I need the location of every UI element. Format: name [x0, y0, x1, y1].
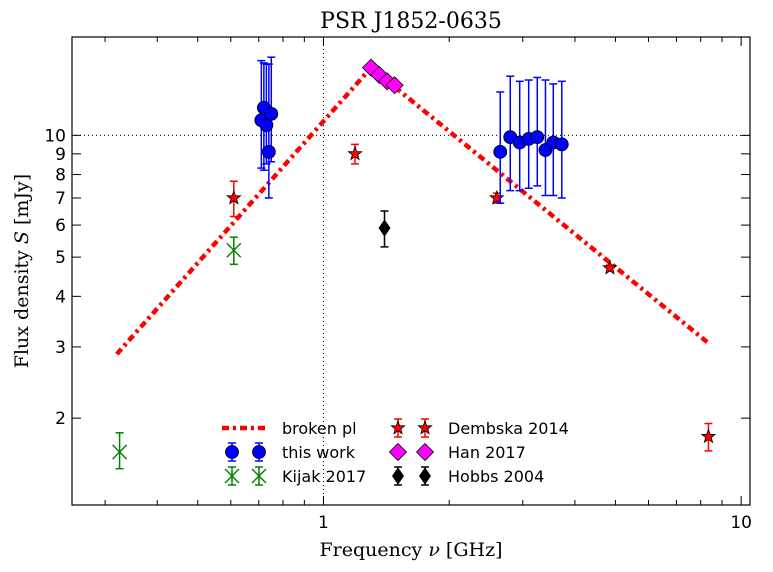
dembska-2014-marker [700, 428, 717, 444]
series-this-work [254, 56, 569, 204]
legend-handle-han-2017 [415, 442, 435, 462]
y-tick-label: 10 [44, 126, 66, 146]
x-tick-label: 10 [730, 513, 752, 533]
plot-area [112, 56, 717, 470]
legend-label: Hobbs 2004 [448, 467, 544, 486]
y-tick-label: 8 [55, 166, 66, 186]
legend-handle-kijak-2017 [224, 468, 240, 484]
this-work-marker [264, 106, 279, 121]
series-kijak-2017 [112, 236, 242, 470]
legend-handle-hobbs-2004 [419, 467, 431, 485]
legend-label: broken pl [282, 419, 357, 438]
legend-label: Kijak 2017 [282, 467, 366, 486]
legend-label: Dembska 2014 [448, 419, 569, 438]
y-tick-label: 6 [55, 216, 66, 236]
legend-handle-han-2017 [388, 442, 408, 462]
x-tick-label: 1 [318, 513, 329, 533]
y-tick-label: 5 [55, 248, 66, 268]
y-tick-label: 4 [55, 287, 66, 307]
this-work-marker [554, 137, 569, 152]
legend-handle-dembska-2014 [417, 419, 433, 435]
legend: broken pl this work Kijak 2017 Dembska 2014… [222, 418, 569, 486]
this-work-marker [493, 145, 508, 159]
chart-title: PSR J1852-0635 [320, 9, 502, 34]
this-work-marker [261, 145, 276, 159]
y-tick-label: 9 [55, 145, 66, 165]
series-hobbs-2004 [378, 210, 391, 248]
legend-handle-kijak-2017 [251, 468, 267, 484]
x-axis-label: Frequency ν [GHz] [320, 539, 503, 561]
dembska-2014-marker [225, 189, 242, 205]
y-tick-label: 2 [55, 409, 66, 429]
axes-frame [71, 36, 751, 506]
legend-label: this work [282, 443, 356, 462]
hobbs-2004-marker [378, 219, 391, 237]
legend-handle-hobbs-2004 [392, 467, 404, 485]
series-broken-pl [115, 64, 709, 356]
kijak-2017-marker [226, 242, 242, 258]
y-tick-label: 3 [55, 338, 66, 358]
han-2017-marker [385, 76, 404, 95]
series-han-2017 [361, 58, 404, 95]
dembska-2014-marker [488, 189, 505, 205]
legend-label: Han 2017 [448, 443, 526, 462]
series-dembska-2014 [225, 143, 717, 452]
legend-handle-this-work [252, 445, 266, 459]
reference-lines [72, 37, 750, 505]
legend-handle-dembska-2014 [390, 419, 406, 435]
dembska-2014-marker [347, 145, 363, 161]
broken-pl-line [115, 64, 709, 356]
this-work-marker [530, 130, 545, 145]
y-tick-label: 7 [55, 189, 66, 209]
dembska-2014-marker [602, 259, 618, 275]
legend-handle-this-work [225, 445, 239, 459]
y-axis-label: Flux density S [mJy] [11, 174, 33, 368]
kijak-2017-marker [112, 444, 128, 460]
